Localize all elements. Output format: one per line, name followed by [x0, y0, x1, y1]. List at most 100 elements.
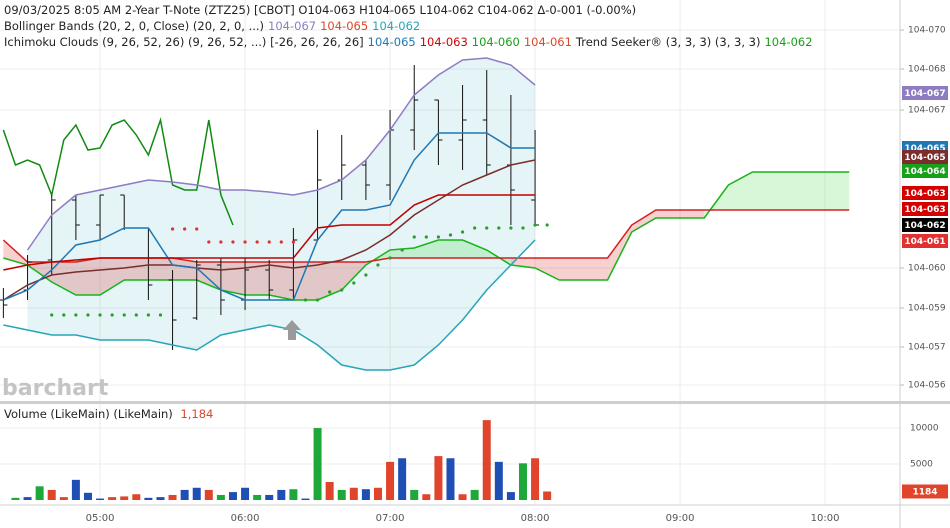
- cloud-fill: [680, 210, 705, 218]
- trend-dot: [134, 313, 138, 317]
- volume-bar: [337, 489, 346, 500]
- volume-bar: [96, 498, 105, 500]
- trend-dot: [436, 235, 440, 239]
- volume-bar: [325, 482, 334, 500]
- trend-dot: [376, 263, 380, 267]
- cloud-fill: [728, 172, 753, 210]
- cloud-fill: [752, 172, 777, 210]
- volume-bar: [59, 497, 68, 500]
- trend-dot: [364, 273, 368, 277]
- cloud-fill: [438, 240, 463, 258]
- trend-dot: [473, 226, 477, 230]
- y-tick-label: 104-056: [908, 381, 946, 391]
- trend-dot: [509, 226, 513, 230]
- price-marker: [902, 202, 948, 216]
- x-tick-label: 08:00: [521, 513, 550, 524]
- volume-bar: [386, 461, 395, 500]
- trend-dot: [158, 313, 163, 317]
- volume-title-value: 1,184: [180, 407, 214, 421]
- x-tick-label: 09:00: [666, 513, 695, 524]
- price-marker-label: 104-067: [904, 89, 945, 99]
- study-value: 104-067: [268, 19, 317, 33]
- volume-bar: [506, 492, 515, 500]
- price-marker-label: 104-064: [904, 167, 945, 177]
- volume-bar: [349, 487, 358, 500]
- volume-bar: [398, 458, 407, 500]
- cloud-fill: [583, 258, 608, 280]
- price-marker: [902, 164, 948, 178]
- cloud-fill: [317, 262, 342, 300]
- y-tick-label: 10000: [910, 424, 939, 434]
- x-tick-label: 06:00: [231, 513, 260, 524]
- volume-bar: [531, 458, 540, 500]
- study-value: 104-063: [419, 35, 468, 49]
- study-value: Trend Seeker® (3, 3, 3) (3, 3, 3): [575, 35, 761, 49]
- trend-dot: [62, 313, 66, 317]
- volume-bar: [422, 494, 431, 500]
- volume-bar: [289, 489, 298, 500]
- study-value: 104-065: [320, 19, 369, 33]
- price-marker-label: 104-063: [904, 205, 945, 215]
- trend-dot: [146, 313, 150, 317]
- trend-dot: [74, 313, 78, 317]
- volume-bar: [253, 494, 262, 500]
- trend-dot: [255, 240, 259, 244]
- trend-dot: [98, 313, 102, 317]
- cloud-fill: [269, 262, 294, 300]
- trend-dot: [412, 235, 416, 239]
- trend-dot: [183, 227, 187, 231]
- trend-dot: [291, 240, 295, 244]
- indicator-line: [3, 194, 536, 271]
- trend-dot: [328, 290, 332, 294]
- cloud-fill: [559, 258, 584, 280]
- trend-dot: [448, 233, 453, 237]
- volume-header: Volume (LikeMain) (LikeMain) 1,184: [4, 406, 213, 422]
- price-marker: [902, 186, 948, 200]
- study-label: Ichimoku Clouds (9, 26, 52, 26) (9, 26, …: [4, 35, 364, 49]
- cloud-fill: [75, 258, 101, 295]
- volume-bar: [120, 496, 129, 500]
- cloud-fill: [124, 258, 149, 280]
- study-line: Bollinger Bands (20, 2, 0, Close) (20, 2…: [4, 18, 813, 34]
- volume-bar: [180, 489, 189, 500]
- cloud-fill: [414, 240, 439, 258]
- volume-bar: [144, 497, 153, 500]
- cloud-fill: [100, 258, 125, 295]
- study-value: 104-065: [367, 35, 416, 49]
- price-marker: [902, 150, 948, 164]
- cloud-fill: [390, 248, 415, 258]
- volume-bar: [301, 498, 310, 500]
- trend-dot: [340, 288, 344, 292]
- y-tick-label: 104-059: [908, 304, 946, 314]
- volume-bar: [156, 497, 165, 500]
- indicator-line: [3, 132, 536, 301]
- study-label: Bollinger Bands (20, 2, 0, Close) (20, 2…: [4, 19, 265, 33]
- trend-dot: [315, 298, 320, 302]
- trend-dot: [122, 313, 126, 317]
- trend-dot: [243, 240, 247, 244]
- volume-bar: [108, 497, 117, 500]
- trend-dot: [231, 240, 235, 244]
- volume-marker-label: 1184: [912, 487, 937, 497]
- volume-bar: [482, 420, 491, 500]
- volume-marker: [902, 484, 948, 499]
- volume-bar: [434, 456, 443, 500]
- cloud-fill: [51, 262, 76, 295]
- price-marker-label: 104-061: [904, 237, 945, 247]
- chart-title: 09/03/2025 8:05 AM 2-Year T-Note (ZTZ25)…: [4, 3, 637, 17]
- volume-title: Volume (LikeMain) (LikeMain): [4, 407, 173, 421]
- volume-bar: [47, 489, 56, 500]
- trend-dot: [110, 313, 114, 317]
- trend-dot: [50, 313, 54, 317]
- study-value: 104-062: [764, 35, 813, 49]
- study-value: 104-061: [523, 35, 572, 49]
- trend-dot: [388, 256, 392, 260]
- trend-dot: [545, 223, 549, 227]
- cloud-fill: [825, 172, 850, 210]
- x-tick-label: 10:00: [811, 513, 840, 524]
- volume-bar: [83, 492, 92, 500]
- volume-bar: [168, 494, 177, 500]
- y-tick-label: 104-057: [908, 343, 946, 353]
